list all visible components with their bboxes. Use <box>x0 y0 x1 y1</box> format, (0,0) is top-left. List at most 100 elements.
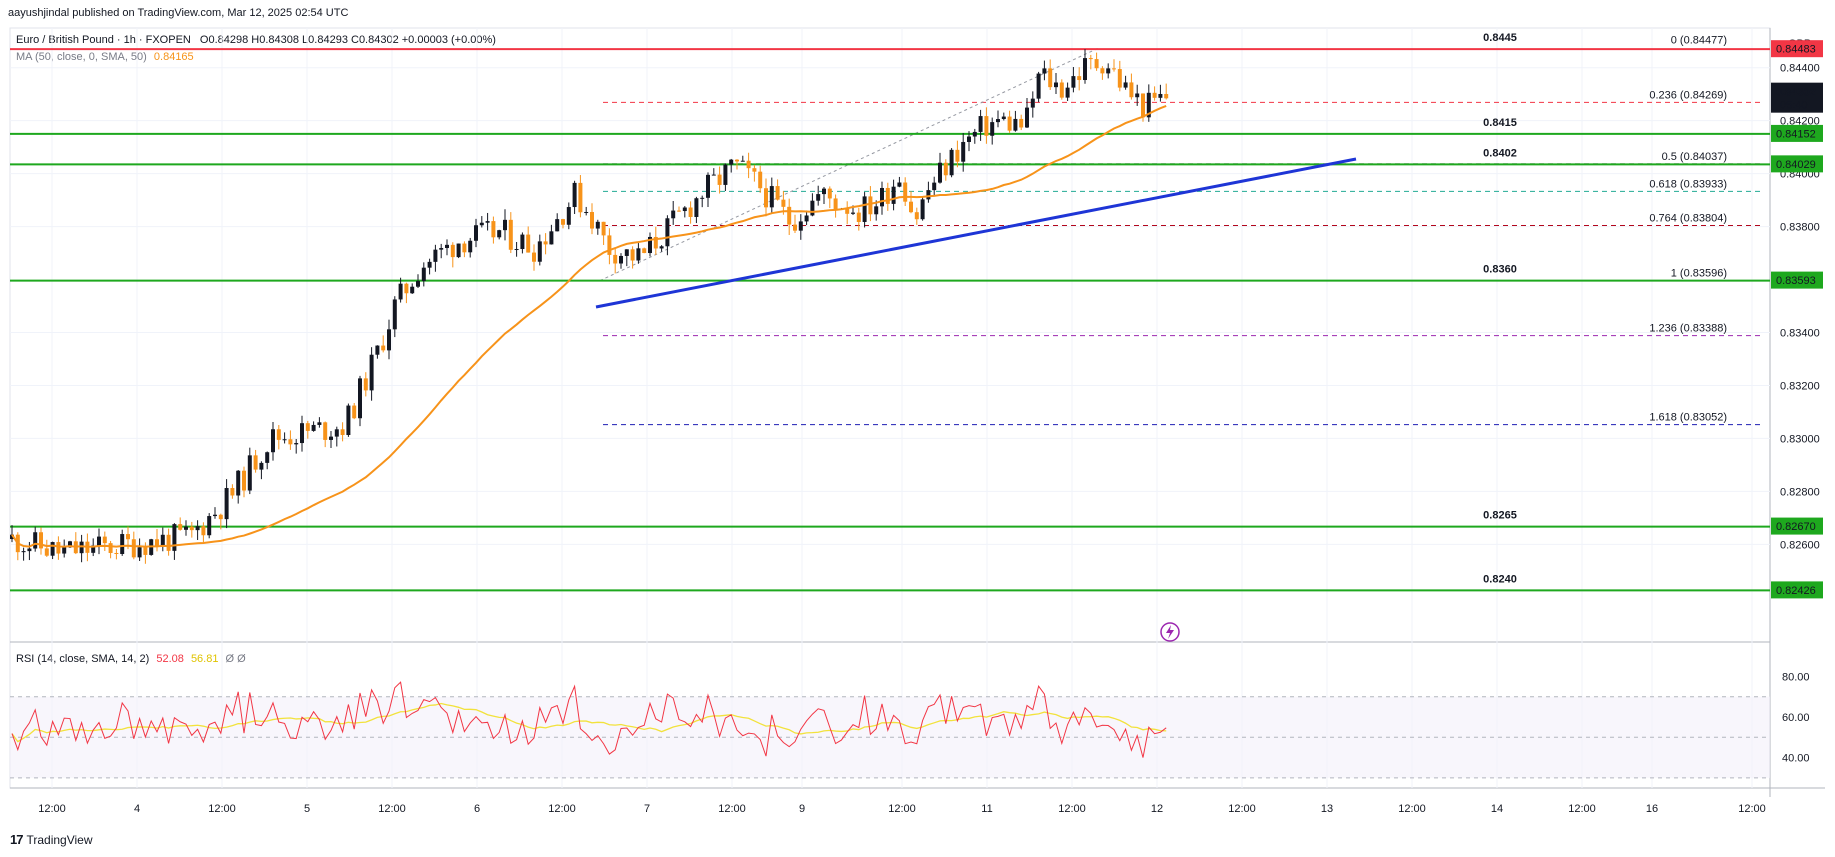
chart-frame <box>9 27 1771 789</box>
candle-body <box>1152 92 1157 98</box>
candle-body <box>653 236 658 249</box>
candle-body <box>126 534 130 540</box>
candle-body <box>833 198 838 210</box>
candle-body <box>868 196 873 215</box>
candle-body <box>178 524 183 530</box>
time-axis[interactable]: 12:00 4 12:00 5 12:00 6 12:00 7 12:00 9 12:00 11 12:… <box>38 803 1766 815</box>
candle-body <box>242 470 246 491</box>
candle-body <box>590 212 594 229</box>
candle-body <box>804 215 809 222</box>
horizontal-levels[interactable]: 0.8445 0.8415 0.8402 0.8360 0.8265 0.8240 <box>10 32 1770 592</box>
candle-body <box>288 439 293 445</box>
ma-legend[interactable]: MA (50, close, 0, SMA, 50) 0.84165 <box>16 51 194 63</box>
rsi-legend[interactable]: RSI (14, close, SMA, 14, 2) 52.08 56.81 … <box>16 653 246 665</box>
candle-body <box>218 514 223 520</box>
level-axis-label: 0.82670 <box>1776 521 1816 533</box>
candle-body <box>1025 107 1029 128</box>
candle-body <box>97 536 101 546</box>
candle-body <box>230 488 235 496</box>
level-label-0.8402: 0.8402 <box>1483 147 1517 159</box>
bullish-trendline[interactable] <box>595 157 1357 309</box>
price-axis[interactable]: 0.844000.842000.840000.838000.834000.832… <box>1771 38 1823 765</box>
candle-body <box>421 267 426 282</box>
candle-body <box>926 190 931 200</box>
fib-trend-line[interactable] <box>599 46 1101 282</box>
candle-body <box>189 526 194 531</box>
level-axis-label: 0.82426 <box>1776 585 1816 597</box>
fib-level-label: 0.5 (0.84037) <box>1662 151 1727 163</box>
candle-body <box>978 116 983 132</box>
price-tick-label: 0.84200 <box>1780 116 1820 128</box>
symbol-name[interactable]: Euro / British Pound · 1h · FXOPEN <box>16 34 191 46</box>
candle-body <box>1019 118 1024 128</box>
candle-body <box>1083 58 1087 81</box>
candle-body <box>10 534 14 540</box>
candle-body <box>561 219 565 225</box>
publish-header: aayushjindal published on TradingView.co… <box>8 7 349 19</box>
ohlc-values: O0.84298 H0.84308 L0.84293 C0.84302 +0.0… <box>199 34 496 46</box>
candle-body <box>363 378 368 391</box>
price-tick-label: 0.83200 <box>1780 380 1820 392</box>
grid <box>9 27 1825 797</box>
candle-body <box>375 345 380 355</box>
current-price-badge <box>1771 82 1823 113</box>
time-tick-label: 12:00 <box>1058 803 1086 815</box>
level-axis-label: 0.84152 <box>1776 128 1816 140</box>
time-tick-label: 12:00 <box>718 803 746 815</box>
candle-body <box>996 119 1000 123</box>
candle-body <box>1094 59 1099 69</box>
candle-body <box>323 422 328 440</box>
candle-body <box>485 221 490 223</box>
candle-body <box>468 240 473 253</box>
candle-body <box>247 455 252 491</box>
tradingview-brand: TradingView <box>26 832 93 847</box>
candle-body <box>514 249 519 251</box>
candle-body <box>1100 68 1105 74</box>
fib-level-label: 1.236 (0.83388) <box>1649 323 1727 335</box>
symbol-legend[interactable]: Euro / British Pound · 1h · FXOPEN O0.84… <box>16 34 496 46</box>
ma-50-line[interactable] <box>11 105 1167 548</box>
candle-body <box>682 207 687 212</box>
fib-level-label: 0 (0.84477) <box>1671 34 1727 46</box>
tradingview-logo-icon: 17 <box>10 832 24 847</box>
candle-body <box>79 541 84 554</box>
candle-body <box>253 455 258 470</box>
candle-body <box>740 160 745 162</box>
candle-body <box>102 536 107 544</box>
candle-body <box>984 116 989 136</box>
lightning-icon <box>1166 625 1174 639</box>
candle-body <box>352 405 357 419</box>
rsi-value: 52.08 <box>156 653 184 665</box>
candle-body <box>416 281 420 287</box>
candle-body <box>404 283 409 294</box>
candle-body <box>1135 93 1140 98</box>
candle-body <box>445 244 449 249</box>
candle-body <box>688 207 693 217</box>
candle-body <box>920 199 925 220</box>
candle-body <box>433 249 438 262</box>
candle-body <box>914 212 919 220</box>
candle-body <box>816 194 821 201</box>
fibonacci-retracement[interactable]: 0 (0.84477) 0.236 (0.84269) 0.5 (0.84037) 0… <box>599 34 1762 426</box>
candle-body <box>33 532 38 549</box>
tradingview-footer[interactable]: 17 TradingView <box>10 832 93 847</box>
candle-body <box>624 249 629 256</box>
level-label-0.8265: 0.8265 <box>1483 510 1517 522</box>
rsi-extra: Ø Ø <box>225 653 246 665</box>
time-tick-label: 5 <box>304 803 310 815</box>
price-tick-label: 0.83800 <box>1780 222 1820 234</box>
overlays[interactable] <box>11 105 1357 642</box>
candle-body <box>851 212 855 214</box>
candle-body <box>1042 68 1047 74</box>
candle-body <box>636 248 641 261</box>
candle-body <box>717 174 722 185</box>
candle-body <box>555 219 560 232</box>
candle-body <box>885 187 890 204</box>
time-tick-label: 12:00 <box>888 803 916 815</box>
level-axis-label: 0.84029 <box>1776 159 1816 171</box>
candle-body <box>282 439 287 441</box>
candle-body <box>120 534 125 554</box>
level-axis-label: 0.84483 <box>1776 44 1816 56</box>
candle-body <box>305 423 310 431</box>
